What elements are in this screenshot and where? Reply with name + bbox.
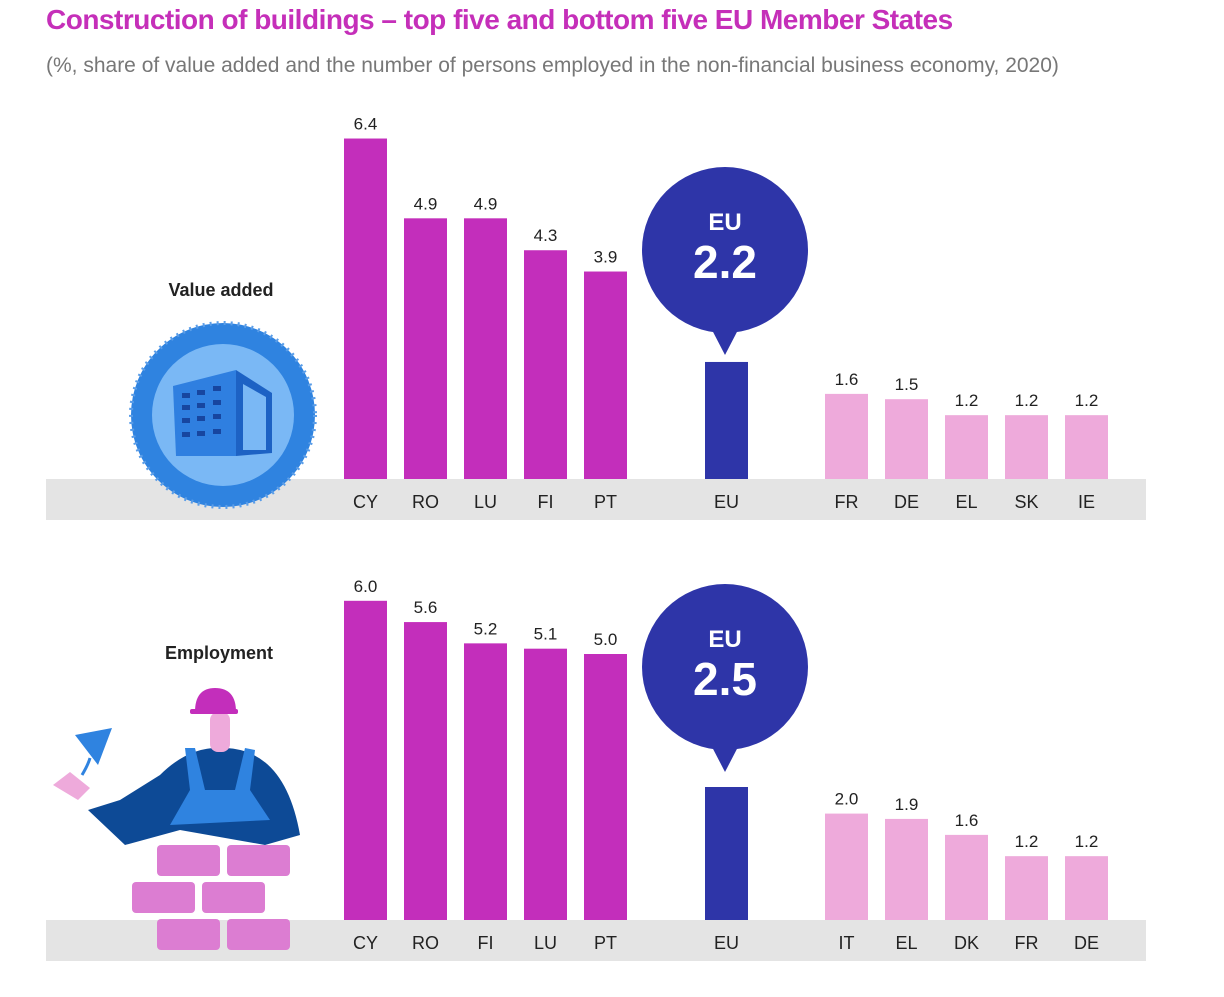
value-label: 1.2: [1075, 832, 1099, 851]
bar-ro: [404, 218, 447, 479]
bar-de: [885, 399, 928, 479]
bar-el: [945, 415, 988, 479]
bar-pt: [584, 654, 627, 920]
value-label: 1.5: [895, 375, 919, 394]
category-label: FR: [1015, 933, 1039, 953]
category-label: FR: [835, 492, 859, 512]
bar-el: [885, 818, 928, 920]
bar-lu: [464, 218, 507, 479]
eu-bubble-label: EU: [708, 626, 741, 653]
chart-title: Construction of buildings – top five and…: [46, 4, 953, 35]
value-label: 1.2: [955, 391, 979, 410]
bar-fr: [825, 393, 868, 479]
bar-cy: [344, 600, 387, 920]
bar-ro: [404, 622, 447, 920]
bar-it: [825, 813, 868, 920]
bar-sk: [1005, 415, 1048, 479]
value-label: 1.9: [895, 795, 919, 814]
bar-dk: [945, 834, 988, 920]
building-icon: [129, 321, 317, 509]
category-label: DK: [954, 933, 979, 953]
bricklayer-icon: [53, 688, 300, 950]
value-label: 4.9: [414, 194, 438, 213]
category-label: EU: [714, 492, 739, 512]
category-label: EU: [714, 933, 739, 953]
value-label: 3.9: [594, 248, 618, 267]
value-label: 1.2: [1015, 391, 1039, 410]
bar-ie: [1065, 415, 1108, 479]
category-label: FI: [478, 933, 494, 953]
bar-eu: [705, 787, 748, 920]
category-label: CY: [353, 933, 378, 953]
eu-bubble: EU2.5: [642, 584, 808, 772]
category-label: IT: [839, 933, 855, 953]
bar-cy: [344, 138, 387, 479]
category-label: DE: [894, 492, 919, 512]
category-label: IE: [1078, 492, 1095, 512]
panel-label: Employment: [165, 643, 273, 663]
category-label: CY: [353, 492, 378, 512]
category-label: RO: [412, 933, 439, 953]
value-label: 1.2: [1015, 832, 1039, 851]
chart-subtitle: (%, share of value added and the number …: [46, 54, 1059, 77]
eu-bubble-value: 2.5: [693, 653, 757, 705]
value-label: 4.3: [534, 226, 558, 245]
bar-lu: [524, 648, 567, 920]
value-label: 1.6: [835, 370, 859, 389]
category-label: RO: [412, 492, 439, 512]
value-label: 1.6: [955, 811, 979, 830]
eu-bubble: EU2.2: [642, 167, 808, 355]
panel-label: Value added: [168, 280, 273, 300]
value-label: 4.9: [474, 194, 498, 213]
eu-bubble-label: EU: [708, 209, 741, 236]
value-label: 5.0: [594, 630, 618, 649]
bar-eu: [705, 361, 748, 479]
value-label: 6.4: [354, 115, 378, 134]
bar-fi: [524, 250, 567, 479]
eu-bubble-value: 2.2: [693, 236, 757, 288]
category-label: PT: [594, 492, 617, 512]
category-label: LU: [534, 933, 557, 953]
category-label: PT: [594, 933, 617, 953]
category-label: FI: [538, 492, 554, 512]
value-label: 5.2: [474, 619, 498, 638]
category-label: DE: [1074, 933, 1099, 953]
bar-fi: [464, 643, 507, 920]
category-label: EL: [955, 492, 977, 512]
value-label: 1.2: [1075, 391, 1099, 410]
value-label: 2.0: [835, 790, 859, 809]
category-label: LU: [474, 492, 497, 512]
bar-fr: [1005, 856, 1048, 920]
value-label: 5.1: [534, 625, 558, 644]
value-label: 6.0: [354, 577, 378, 596]
bar-pt: [584, 271, 627, 479]
bar-de: [1065, 856, 1108, 920]
category-label: SK: [1014, 492, 1038, 512]
category-label: EL: [895, 933, 917, 953]
value-label: 5.6: [414, 598, 438, 617]
